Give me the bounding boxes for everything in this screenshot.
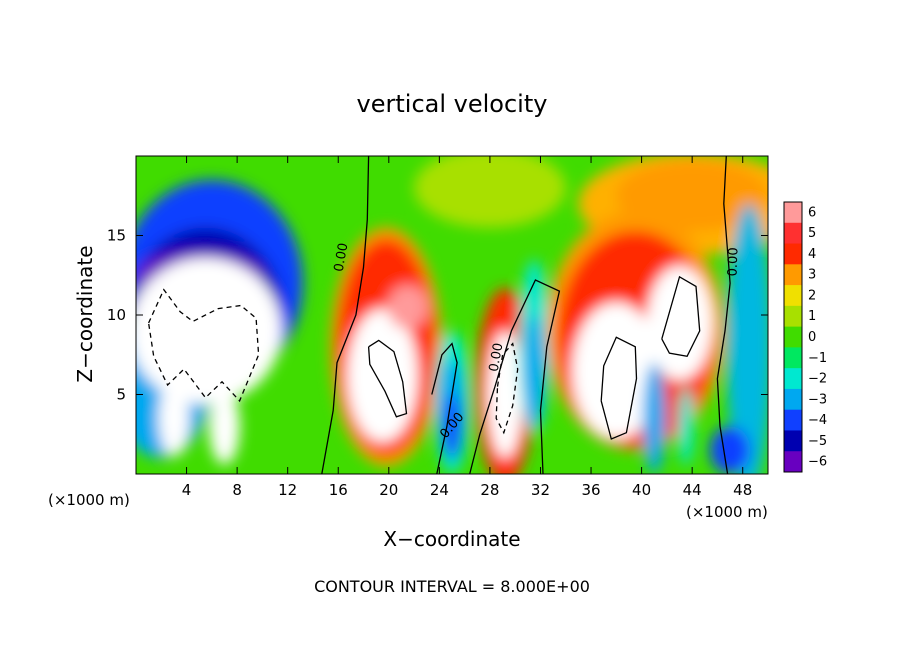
colorbar-label: −3: [808, 392, 827, 407]
negative-region: [524, 315, 545, 427]
y-axis-ticks: 5 10 15: [107, 227, 768, 404]
negative-contour: [147, 288, 260, 403]
positive-contour: [367, 339, 408, 418]
x-axis-label: X−coordinate: [383, 527, 520, 551]
positive-region: [616, 160, 768, 231]
saturated-positive-core: [487, 330, 523, 459]
colorbar-frame: [783, 201, 803, 473]
colorbar-segment: [784, 451, 802, 473]
contour-interval-note: CONTOUR INTERVAL = 8.000E+00: [314, 577, 590, 596]
x-tick-label: 28: [480, 481, 499, 499]
x-tick-label: 4: [182, 481, 192, 499]
y-tick-label: 5: [116, 386, 126, 404]
velocity-field: [136, 156, 768, 474]
y-axis-unit-label: (×1000 m): [48, 491, 130, 509]
contour-labels: 0.00 0.00 0.00 0.00: [332, 242, 742, 442]
x-tick-label: 20: [379, 481, 398, 499]
x-tick-label: 36: [581, 481, 600, 499]
colorbar-label: 4: [808, 247, 816, 262]
colorbar-label: 3: [808, 268, 816, 283]
zero-contour: [431, 342, 458, 474]
y-tick-label: 10: [107, 306, 126, 324]
chart-title: vertical velocity: [357, 90, 548, 118]
colorbar-segment: [784, 243, 802, 265]
colorbar-label: −1: [808, 351, 827, 366]
x-tick-label: 44: [683, 481, 702, 499]
positive-region: [414, 156, 566, 228]
saturated-positive-core: [347, 308, 418, 443]
colorbar-segment: [784, 326, 802, 348]
colorbar-label: −2: [808, 372, 827, 387]
colorbar-segment: [784, 222, 802, 245]
x-axis-unit-label: (×1000 m): [686, 503, 768, 521]
colorbar-label: 1: [808, 309, 816, 324]
zero-contour: [716, 156, 731, 474]
x-axis-ticks: 4 8 12 16 20 24 28 32 36 40 44 48: [182, 156, 752, 499]
positive-contour: [600, 336, 638, 440]
negative-contour: [495, 342, 519, 435]
negative-region: [678, 386, 694, 467]
y-tick-label: 15: [107, 227, 126, 245]
x-tick-label: 8: [232, 481, 242, 499]
colorbar-label: 6: [808, 205, 816, 220]
saturated-positive-core: [646, 265, 713, 381]
saturated-negative-core: [209, 388, 240, 465]
colorbar-segment: [784, 264, 802, 286]
positive-region: [387, 284, 428, 330]
x-tick-label: 48: [733, 481, 752, 499]
plot-area: [136, 156, 768, 474]
negative-region: [642, 362, 666, 474]
negative-region: [443, 394, 461, 459]
colorbar-label: −5: [808, 434, 827, 449]
colorbar-label: −4: [808, 413, 827, 428]
contour-label: 0.00: [487, 342, 507, 373]
negative-region: [726, 203, 768, 474]
zero-contour: [321, 156, 370, 474]
zero-contour: [469, 279, 561, 474]
y-axis-label: Z−coordinate: [73, 245, 97, 382]
x-tick-label: 32: [531, 481, 550, 499]
colorbar-segment: [784, 368, 802, 390]
x-tick-label: 24: [430, 481, 449, 499]
contour-label: 0.00: [332, 242, 352, 273]
negative-region: [709, 426, 751, 474]
colorbar-segment: [784, 285, 802, 307]
colorbar-segment: [784, 409, 802, 431]
contour-lines: [147, 156, 731, 474]
colorbar-segment: [784, 305, 802, 328]
saturated-negative-core: [136, 257, 282, 405]
x-tick-label: 16: [329, 481, 348, 499]
x-tick-label: 40: [632, 481, 651, 499]
colorbar-segment: [784, 347, 802, 369]
colorbar-label: −6: [808, 455, 827, 470]
positive-contour: [661, 275, 701, 358]
saturated-positive-core: [572, 302, 661, 440]
colorbar-segment: [784, 388, 802, 411]
colorbar-segment: [784, 430, 802, 452]
colorbar: 6 5 4 3 2 1 0 −1 −2 −3 −4 −5 −6: [783, 201, 827, 473]
colorbar-segment: [784, 202, 802, 224]
colorbar-label: 5: [808, 226, 816, 241]
saturated-negative-core: [158, 380, 190, 457]
colorbar-label: 2: [808, 288, 816, 303]
x-tick-label: 12: [278, 481, 297, 499]
colorbar-label: 0: [808, 330, 816, 345]
contour-label: 0.00: [726, 247, 742, 276]
